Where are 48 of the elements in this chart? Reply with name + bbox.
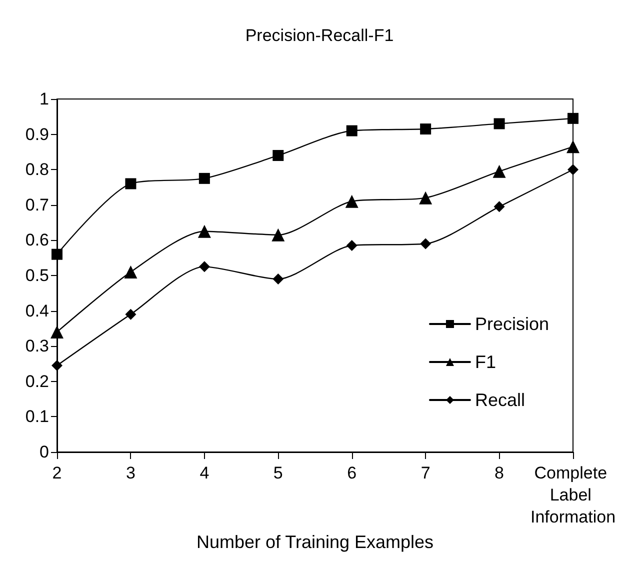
chart-title: Precision-Recall-F1 (245, 26, 394, 45)
y-tick-label: 0.4 (25, 301, 49, 320)
y-tick-label: 0 (40, 442, 49, 462)
legend-label: Precision (474, 314, 549, 334)
x-tick-label: 7 (420, 464, 430, 482)
point (198, 261, 210, 272)
y-tick-label: 0.7 (25, 195, 49, 214)
legend-label: F1 (474, 352, 496, 372)
y-tick-label: 0.9 (25, 124, 49, 144)
point (272, 150, 284, 161)
x-tick-label: 6 (347, 464, 357, 482)
point (272, 228, 285, 242)
point (420, 124, 432, 135)
point (494, 201, 505, 212)
y-tick-label: 0.2 (25, 372, 49, 391)
point (272, 274, 284, 285)
y-tick-label: 0.3 (25, 336, 49, 356)
point (125, 178, 136, 190)
x-tick-label: 4 (200, 464, 210, 482)
y-tick-label: 1 (40, 90, 49, 108)
y-tick-label: 0.6 (25, 230, 49, 250)
point (52, 360, 62, 372)
point (420, 238, 432, 250)
point (419, 191, 432, 204)
point (198, 172, 210, 184)
point (494, 118, 505, 130)
y-tick-label: 0.8 (25, 160, 49, 180)
y-tick-label: 0.5 (25, 266, 49, 285)
x-tick-label: 3 (126, 464, 136, 482)
point (124, 265, 138, 278)
y-tick-label: 0.1 (25, 407, 49, 426)
point (568, 164, 578, 176)
point (198, 224, 211, 238)
legend-label: Recall (474, 390, 525, 410)
point (568, 112, 578, 124)
point (346, 125, 358, 136)
point (345, 194, 358, 208)
point (50, 325, 64, 338)
point (52, 248, 62, 260)
x-tick-label: 8 (494, 464, 504, 482)
x-tick-label: Complete Label Information (530, 464, 616, 526)
point (346, 240, 358, 251)
x-tick-label: 5 (273, 464, 283, 482)
x-axis-title: Number of Training Examples (196, 532, 434, 552)
point (566, 140, 580, 154)
point (492, 164, 506, 178)
point (125, 308, 136, 320)
x-tick-label: 2 (52, 464, 62, 482)
